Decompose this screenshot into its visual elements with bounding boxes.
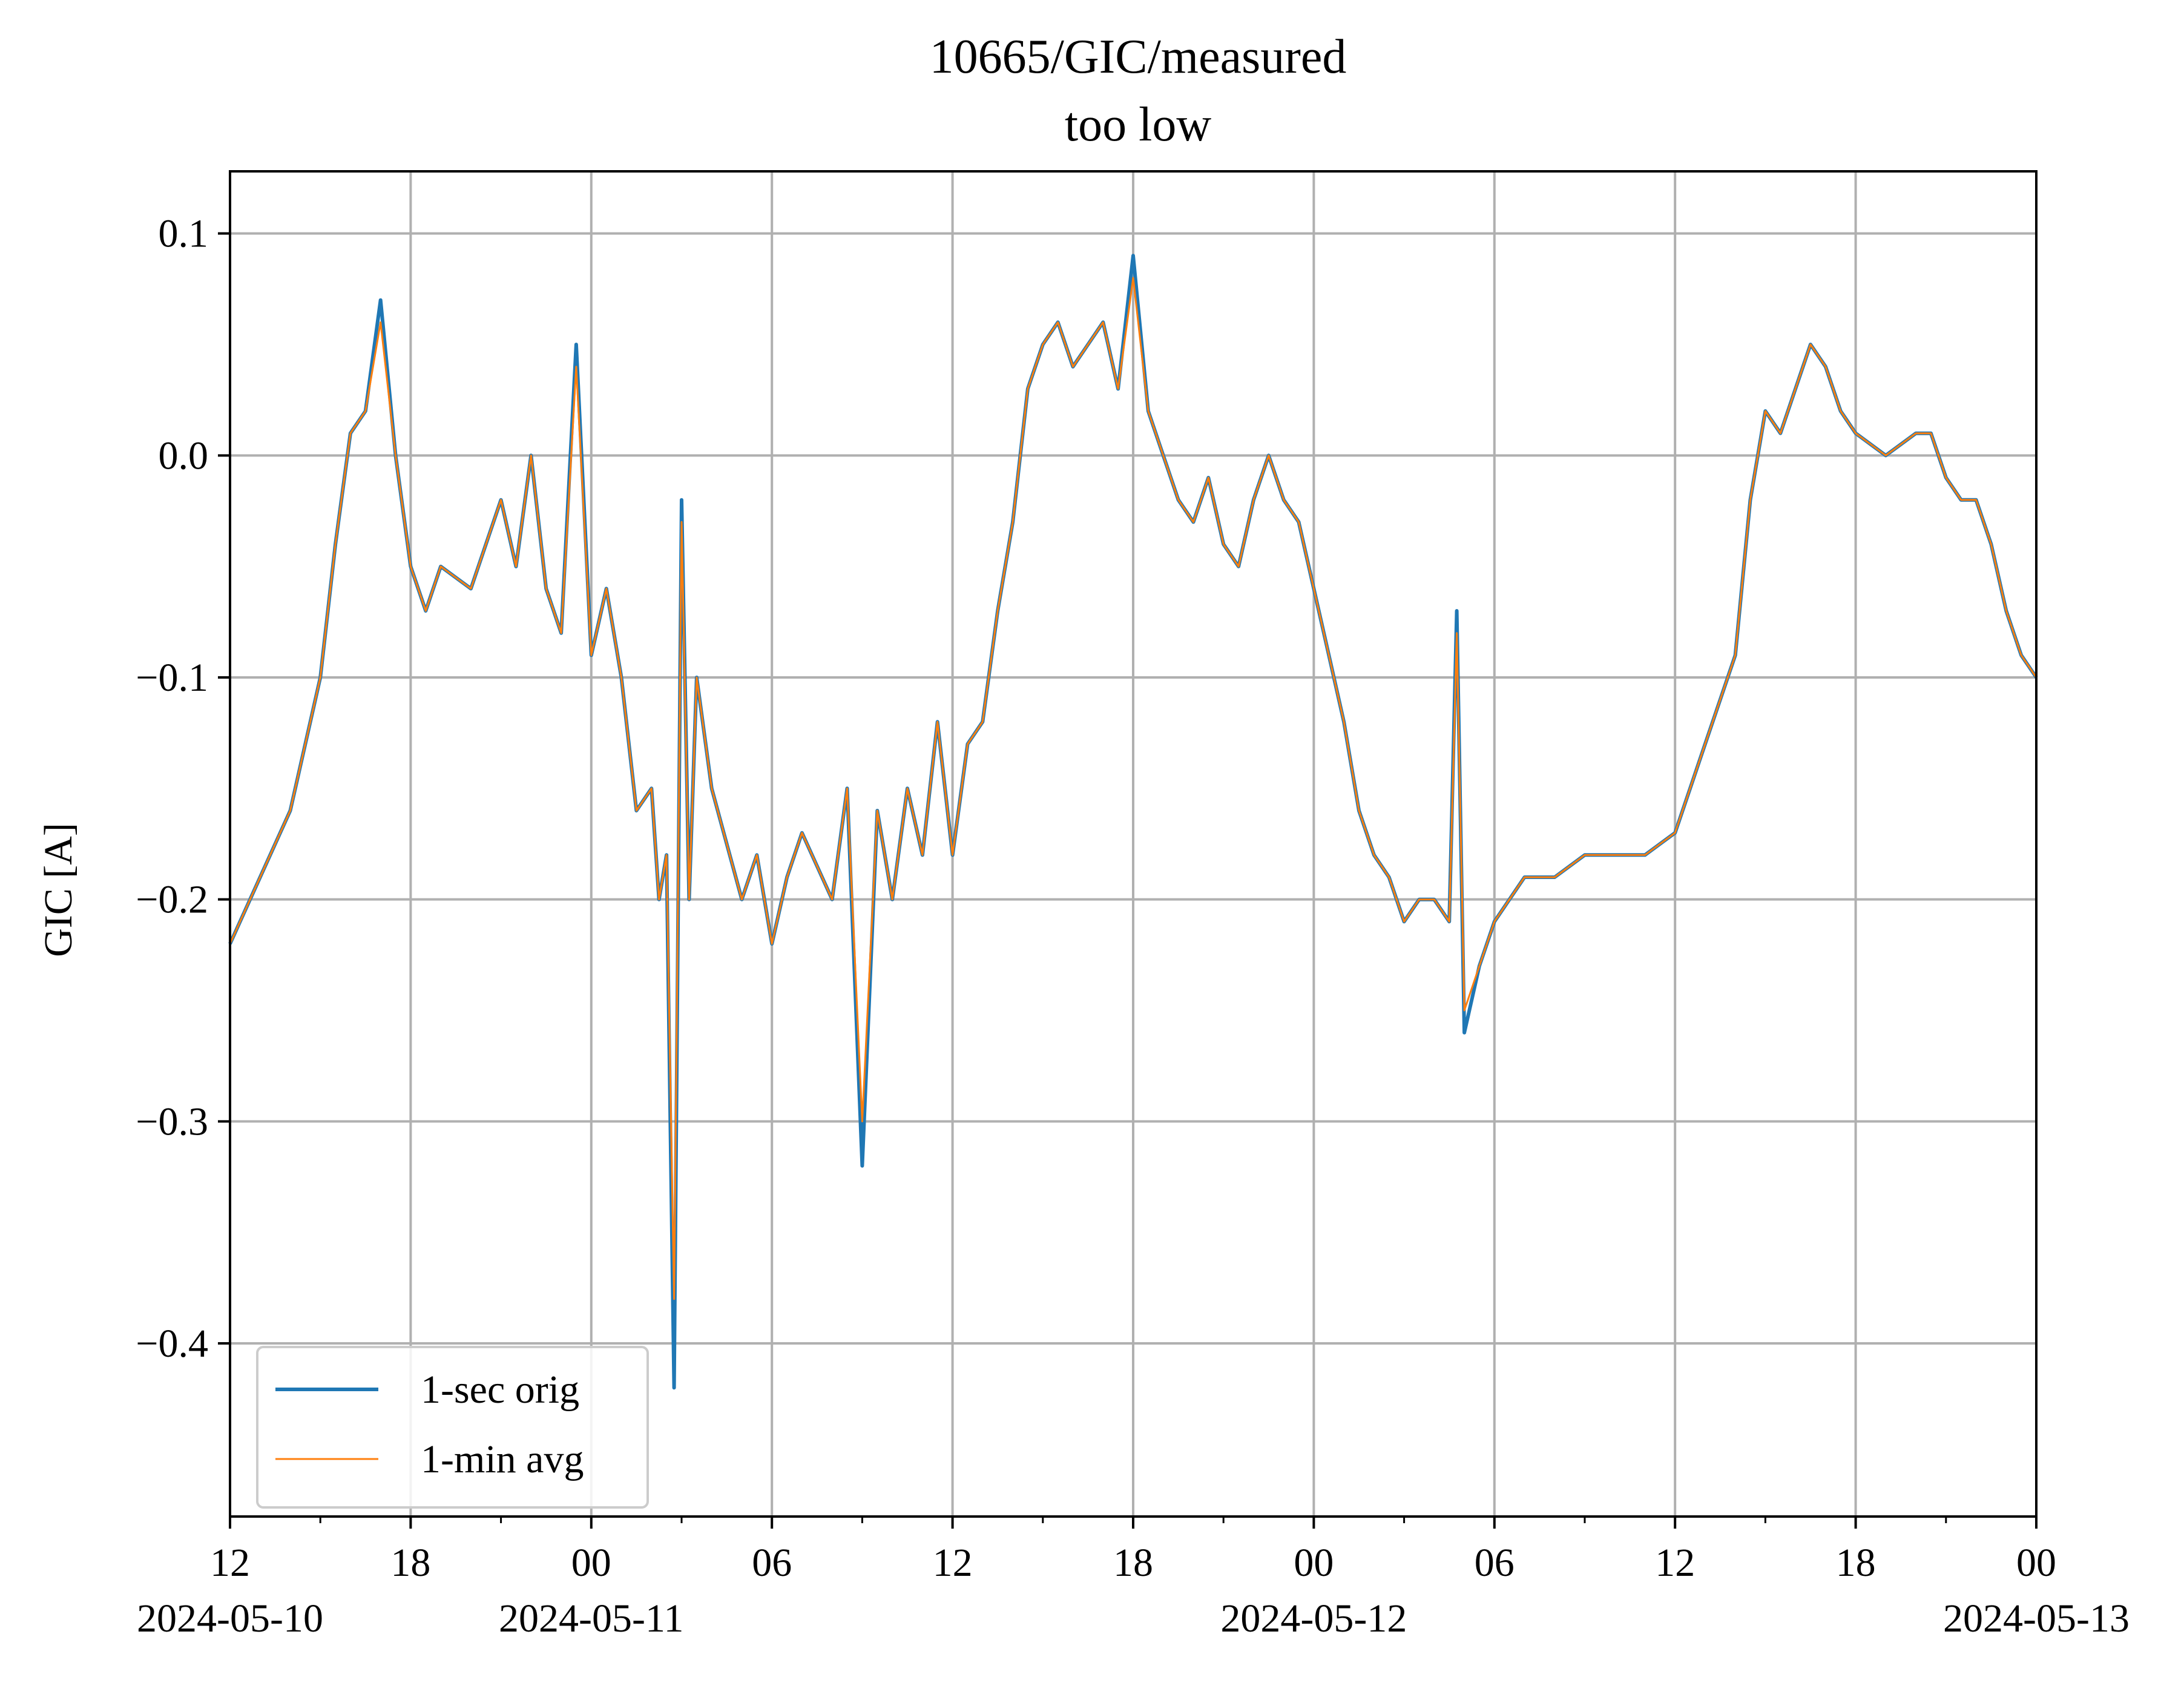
series-line-avg xyxy=(229,277,2038,1300)
chart-subtitle: too low xyxy=(1065,98,1211,151)
y-tick-label: 0.0 xyxy=(159,433,209,478)
plot-frame xyxy=(229,170,2038,1518)
y-axis-label: GIC [A] xyxy=(36,823,81,957)
legend-label: 1-min avg xyxy=(421,1437,584,1481)
x-tick-label: 06 xyxy=(1475,1541,1515,1585)
series-layer xyxy=(228,254,2038,1390)
y-tick-label: −0.3 xyxy=(136,1099,208,1144)
x-tick-label: 06 xyxy=(752,1541,792,1585)
y-tick-label: −0.2 xyxy=(136,878,208,922)
x-tick-label: 00 xyxy=(2016,1541,2056,1585)
x-tick-label: 18 xyxy=(1836,1541,1876,1585)
x-tick-date-label: 2024-05-13 xyxy=(1943,1596,2130,1641)
x-tick-label: 00 xyxy=(571,1541,611,1585)
x-tick-date-label: 2024-05-11 xyxy=(499,1596,684,1641)
x-tick-label: 18 xyxy=(390,1541,430,1585)
y-tick-label: −0.1 xyxy=(136,656,208,700)
x-tick-label: 12 xyxy=(1655,1541,1695,1585)
x-tick-label: 12 xyxy=(933,1541,973,1585)
legend: 1-sec orig 1-min avg xyxy=(256,1346,649,1509)
y-tick-label: −0.4 xyxy=(136,1322,208,1366)
x-tick-date-label: 2024-05-12 xyxy=(1220,1596,1407,1641)
legend-box xyxy=(256,1346,649,1509)
x-tick-label: 00 xyxy=(1294,1541,1334,1585)
x-tick-label: 12 xyxy=(210,1541,250,1585)
legend-label: 1-sec orig xyxy=(421,1368,579,1412)
chart-title: 10665/GIC/measured xyxy=(930,30,1347,84)
x-tick-date-label: 2024-05-10 xyxy=(137,1596,323,1641)
y-tick-label: 0.1 xyxy=(159,212,209,256)
axes: 12 2024-05-10 18 00 2024-05-11 06 12 18 00 2024-0… xyxy=(136,170,2130,1641)
x-tick-label: 18 xyxy=(1113,1541,1153,1585)
